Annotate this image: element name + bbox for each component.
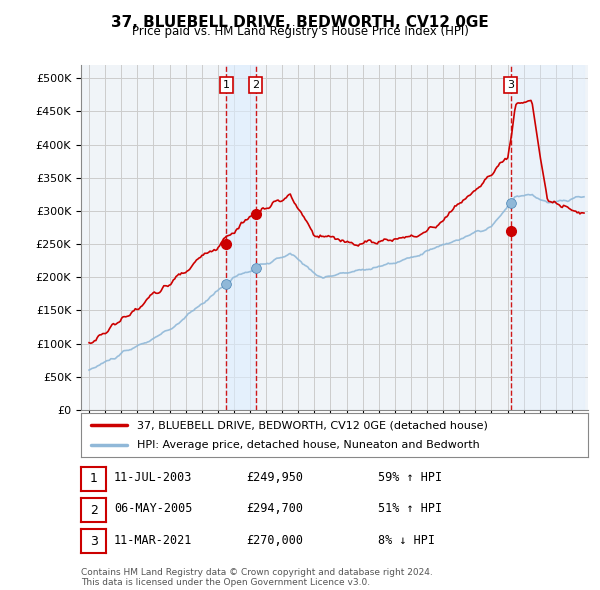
Text: £249,950: £249,950 [246, 471, 303, 484]
Text: 37, BLUEBELL DRIVE, BEDWORTH, CV12 0GE: 37, BLUEBELL DRIVE, BEDWORTH, CV12 0GE [111, 15, 489, 30]
Text: 11-JUL-2003: 11-JUL-2003 [114, 471, 193, 484]
Text: 8% ↓ HPI: 8% ↓ HPI [378, 533, 435, 547]
Text: 1: 1 [223, 80, 230, 90]
Text: Price paid vs. HM Land Registry's House Price Index (HPI): Price paid vs. HM Land Registry's House … [131, 25, 469, 38]
Text: 2: 2 [89, 503, 98, 517]
Bar [226, 65, 256, 410]
Text: 1: 1 [89, 472, 98, 486]
Text: 59% ↑ HPI: 59% ↑ HPI [378, 471, 442, 484]
Text: 3: 3 [507, 80, 514, 90]
Bar [511, 65, 584, 410]
Text: 3: 3 [89, 535, 98, 548]
Text: 37, BLUEBELL DRIVE, BEDWORTH, CV12 0GE (detached house): 37, BLUEBELL DRIVE, BEDWORTH, CV12 0GE (… [137, 421, 488, 430]
Text: 11-MAR-2021: 11-MAR-2021 [114, 533, 193, 547]
Text: 51% ↑ HPI: 51% ↑ HPI [378, 502, 442, 516]
Text: 2: 2 [252, 80, 259, 90]
Text: HPI: Average price, detached house, Nuneaton and Bedworth: HPI: Average price, detached house, Nune… [137, 440, 479, 450]
Text: Contains HM Land Registry data © Crown copyright and database right 2024.
This d: Contains HM Land Registry data © Crown c… [81, 568, 433, 587]
Text: £294,700: £294,700 [246, 502, 303, 516]
Text: 06-MAY-2005: 06-MAY-2005 [114, 502, 193, 516]
Text: £270,000: £270,000 [246, 533, 303, 547]
